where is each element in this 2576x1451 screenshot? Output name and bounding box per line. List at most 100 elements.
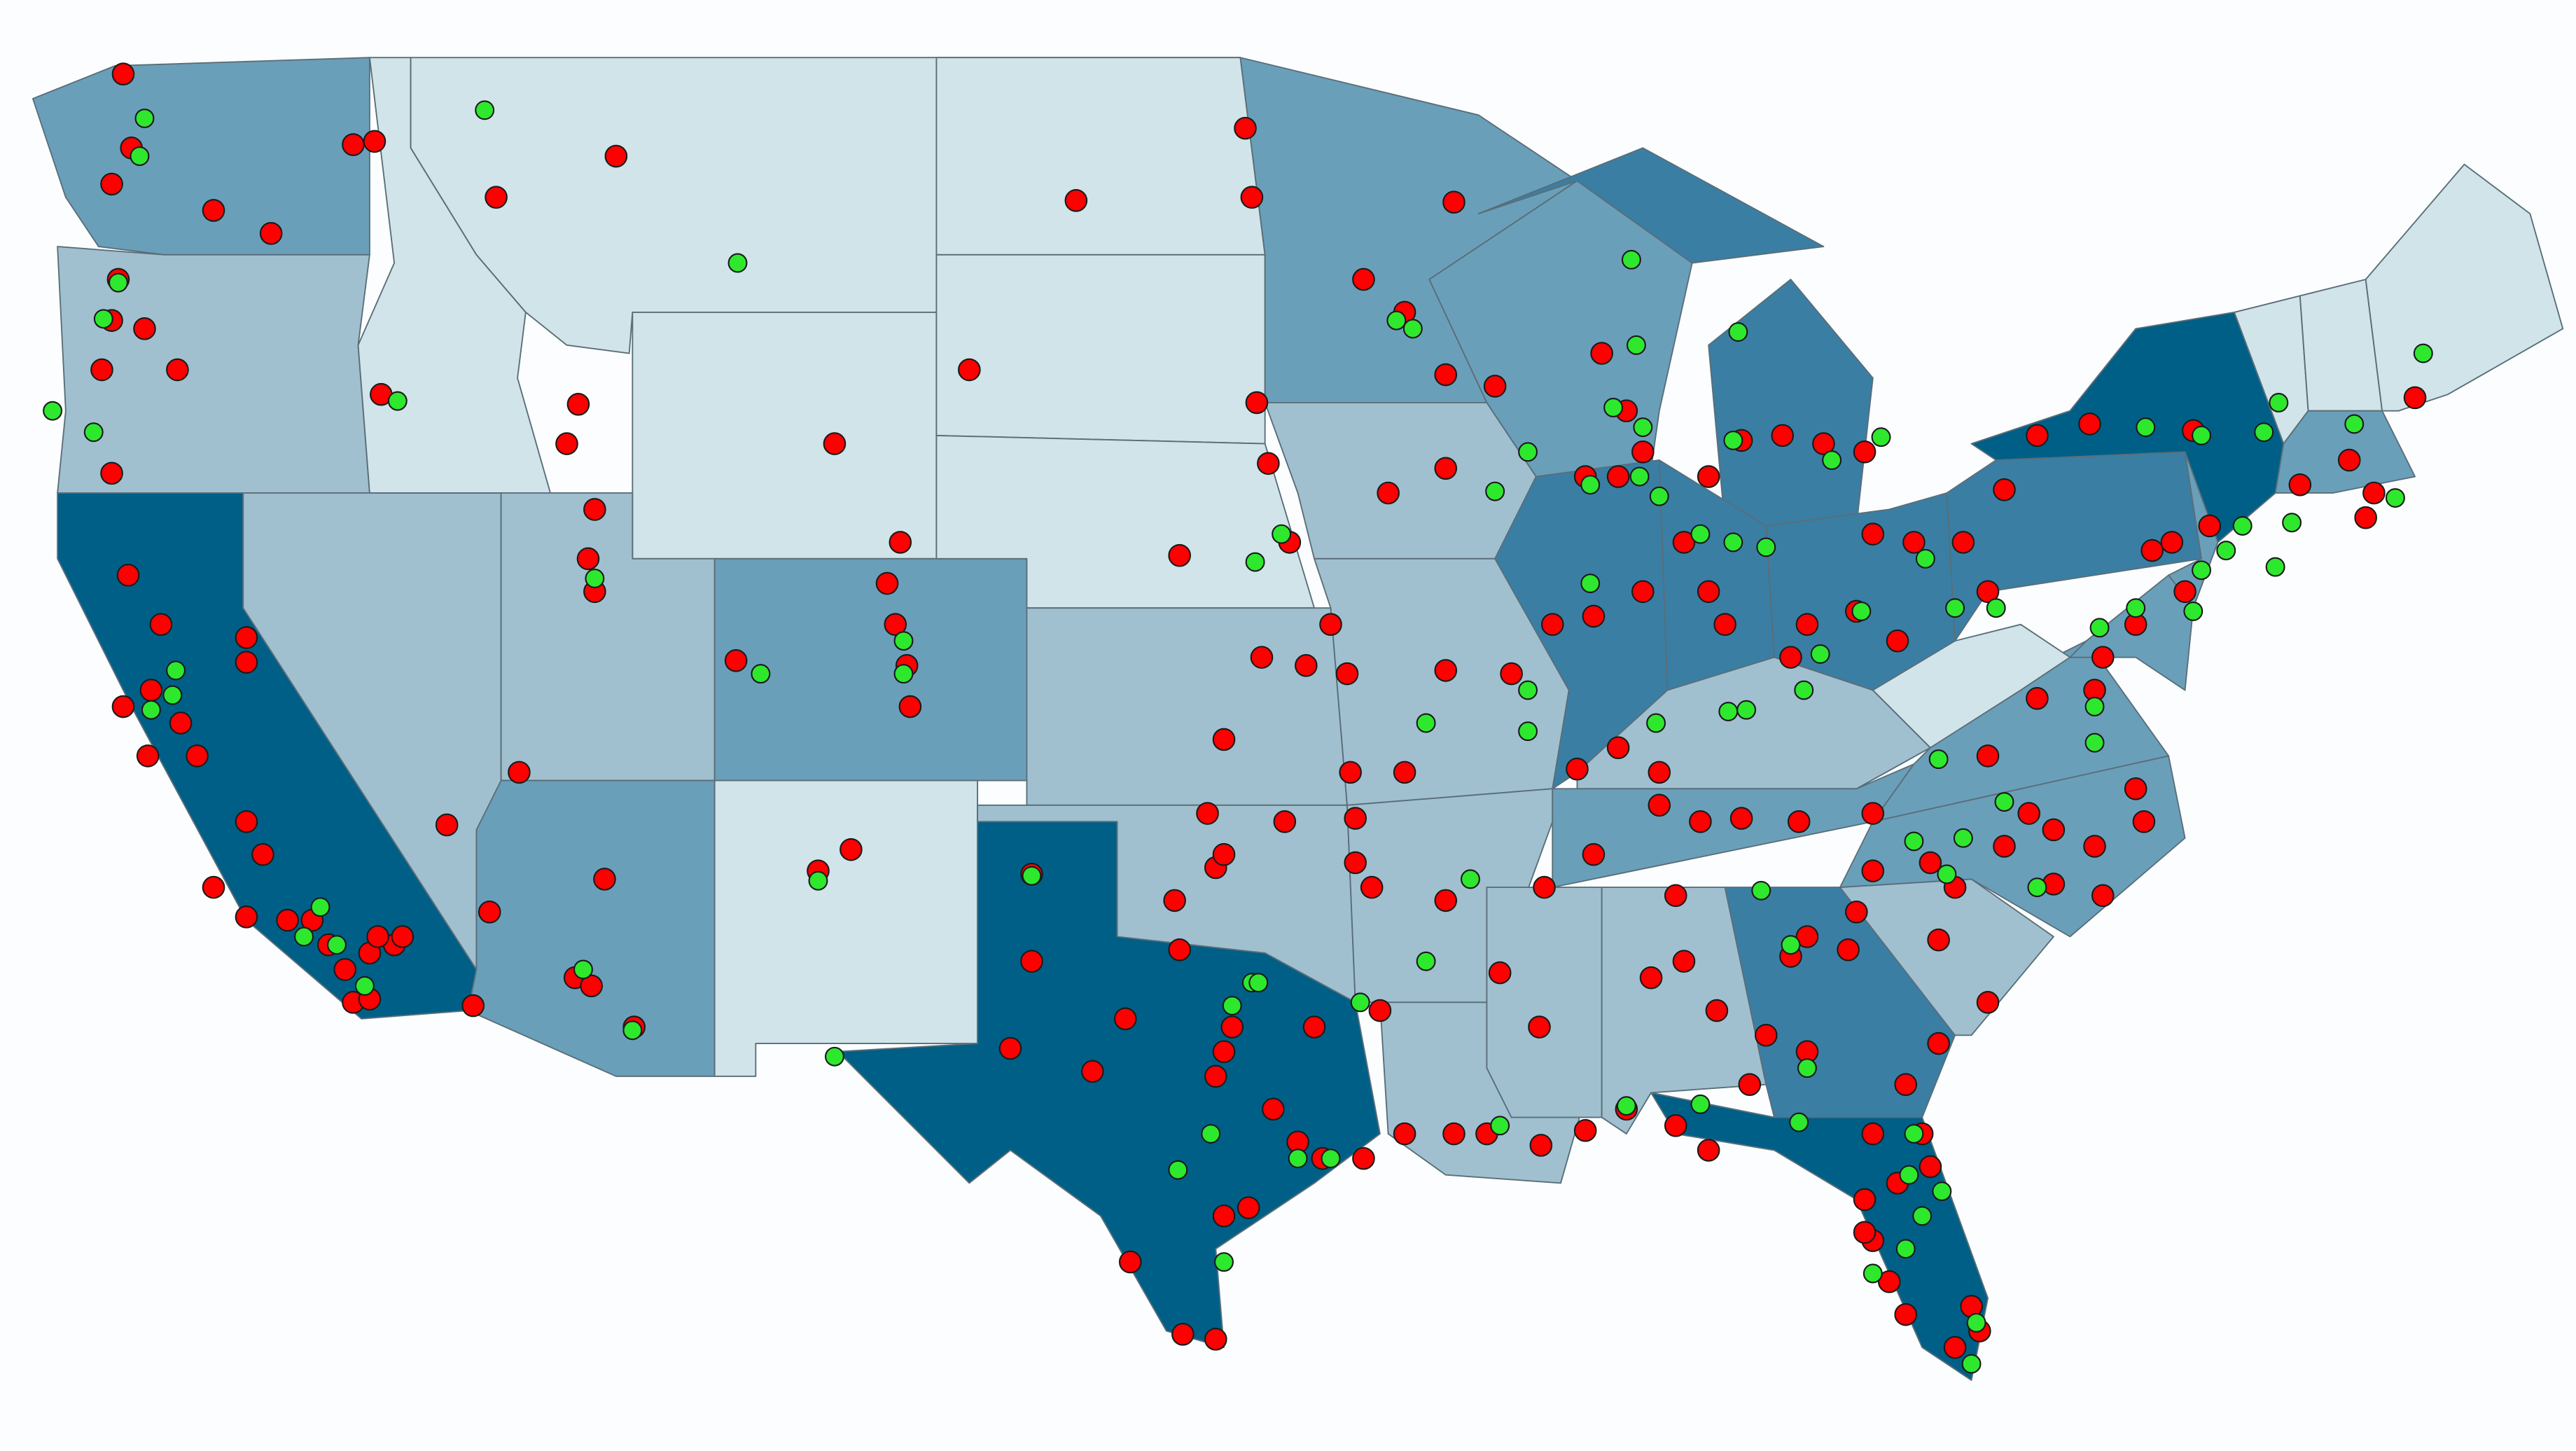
- location-dot: [1402, 319, 1423, 339]
- location-dot: [1886, 629, 1909, 653]
- location-dot: [751, 664, 771, 684]
- location-dot: [111, 62, 135, 85]
- location-dot: [100, 172, 123, 196]
- location-dot: [1434, 659, 1458, 682]
- location-dot: [310, 897, 330, 917]
- location-dot: [1204, 1064, 1227, 1088]
- location-dot: [461, 994, 485, 1018]
- location-dot: [1631, 580, 1655, 604]
- location-dot: [1853, 1188, 1877, 1212]
- location-dot: [1723, 430, 1743, 450]
- location-dot: [1871, 427, 1891, 447]
- location-dot: [1951, 531, 1975, 554]
- location-dot: [1483, 375, 1507, 398]
- location-dot: [1904, 831, 1924, 852]
- location-dot: [387, 391, 408, 411]
- location-dot: [1851, 601, 1872, 621]
- location-dot: [1639, 966, 1663, 990]
- location-dot: [1319, 613, 1342, 637]
- location-dot: [166, 660, 186, 681]
- location-dot: [1582, 842, 1606, 866]
- location-dot: [139, 679, 163, 702]
- location-dot: [166, 358, 189, 382]
- location-dot: [1697, 465, 1720, 488]
- location-dot: [1795, 613, 1819, 637]
- location-dot: [1245, 391, 1269, 415]
- location-dot: [1257, 452, 1280, 475]
- location-dot: [1994, 792, 2014, 812]
- location-dot: [1895, 1239, 1916, 1259]
- location-dot: [2362, 481, 2386, 505]
- location-dot: [2216, 541, 2236, 561]
- location-dot: [2078, 412, 2101, 436]
- location-dot: [1945, 598, 1965, 618]
- location-dot: [2136, 417, 2156, 438]
- location-dot: [1621, 249, 1641, 270]
- location-dot: [1377, 481, 1400, 505]
- location-dot: [1966, 1312, 1986, 1333]
- location-dot: [1434, 363, 1458, 387]
- location-dot: [1919, 851, 1942, 875]
- location-dot: [1853, 1221, 1877, 1244]
- location-dot: [1904, 1124, 1924, 1144]
- location-dot: [1738, 1073, 1762, 1096]
- location-dot: [1787, 810, 1811, 833]
- location-dot: [391, 925, 415, 948]
- location-dot: [1794, 680, 1814, 700]
- location-dot: [111, 695, 135, 718]
- location-dot: [2269, 392, 2289, 412]
- location-dot: [1196, 802, 1219, 825]
- location-dot: [1976, 991, 2000, 1014]
- location-dot: [1894, 1303, 1918, 1326]
- location-dot: [1204, 1328, 1227, 1351]
- location-dot: [1020, 950, 1043, 973]
- location-dot: [1812, 432, 1835, 455]
- location-dot: [90, 358, 113, 382]
- location-dot: [1629, 466, 1650, 487]
- location-dot: [1518, 680, 1538, 700]
- location-dot: [2017, 802, 2040, 825]
- location-dot: [1212, 728, 1236, 751]
- location-dot: [363, 130, 387, 153]
- location-dot: [235, 626, 258, 649]
- location-dot: [1434, 889, 1458, 912]
- location-dot: [1212, 1040, 1236, 1064]
- location-dot: [1080, 1060, 1104, 1083]
- states: [32, 57, 2564, 1381]
- location-dot: [1064, 189, 1088, 212]
- locations: [43, 62, 2433, 1374]
- location-dot: [294, 926, 314, 947]
- location-dot: [2026, 424, 2049, 447]
- location-dot: [1118, 1250, 1142, 1274]
- location-dot: [202, 199, 225, 222]
- location-dot: [1756, 537, 1776, 557]
- location-dot: [585, 569, 605, 588]
- location-dot: [1751, 880, 1771, 901]
- location-dot: [1915, 548, 1935, 569]
- location-dot: [1616, 1096, 1636, 1116]
- location-dot: [116, 564, 140, 587]
- location-dot: [2089, 618, 2110, 638]
- location-dot: [1250, 646, 1274, 669]
- location-dot: [130, 146, 150, 166]
- location-dot: [1894, 1073, 1918, 1096]
- location-dot: [1697, 580, 1720, 604]
- location-dot: [1713, 613, 1736, 637]
- location-dot: [1664, 884, 1687, 908]
- location-dot: [354, 976, 375, 996]
- location-dot: [1201, 1124, 1221, 1144]
- location-dot: [580, 974, 603, 998]
- location-dot: [1442, 190, 1465, 214]
- location-dot: [1633, 417, 1653, 438]
- location-dot: [333, 958, 357, 981]
- location-dot: [893, 664, 914, 684]
- location-dot: [1171, 1322, 1195, 1346]
- location-dot: [1728, 322, 1748, 342]
- location-dot: [1937, 864, 1957, 884]
- location-dot: [2084, 697, 2105, 716]
- location-dot: [2344, 414, 2365, 434]
- location-dot: [958, 358, 981, 382]
- location-dot: [1927, 1032, 1950, 1055]
- location-dot: [1789, 1112, 1809, 1132]
- location-dot: [2126, 598, 2146, 618]
